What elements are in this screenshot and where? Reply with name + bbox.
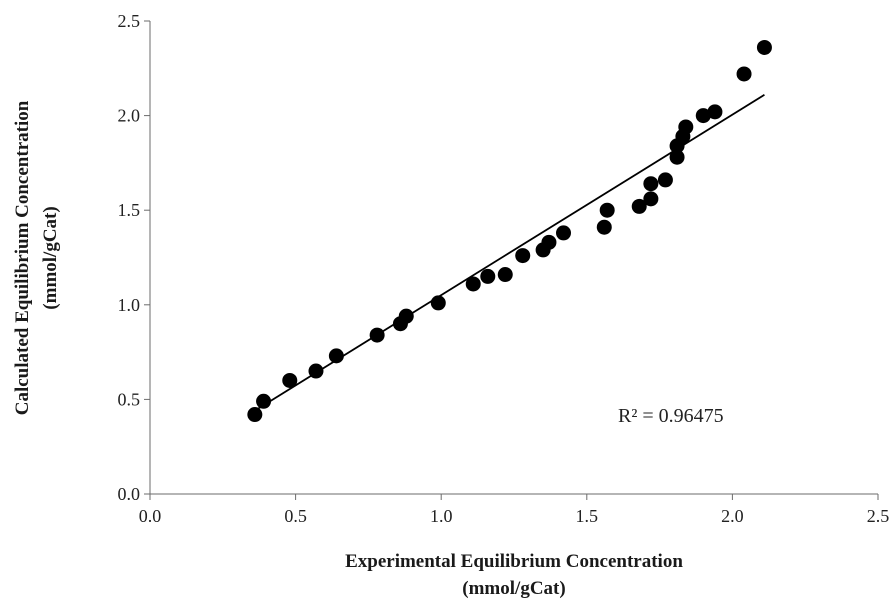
- x-tick-label: 0.0: [139, 506, 162, 526]
- data-point: [541, 234, 557, 250]
- data-point: [247, 407, 263, 423]
- data-point: [328, 348, 344, 364]
- data-point: [643, 191, 659, 207]
- data-point: [480, 268, 496, 284]
- r-squared-annotation: R² = 0.96475: [618, 405, 724, 427]
- data-point: [657, 172, 673, 188]
- y-tick-label: 2.0: [118, 106, 141, 126]
- data-point: [669, 149, 685, 165]
- y-tick-label: 0.5: [118, 389, 141, 409]
- data-point: [282, 372, 298, 388]
- x-tick-label: 1.5: [576, 506, 599, 526]
- data-point: [631, 198, 647, 214]
- y-tick-label: 1.0: [118, 295, 141, 315]
- y-tick-label: 0.0: [118, 484, 141, 504]
- y-tick-label: 1.5: [118, 200, 141, 220]
- data-point: [497, 267, 513, 283]
- x-ticks: 0.0 0.5 1.0 1.5 2.0 2.5: [139, 494, 890, 526]
- data-point: [736, 66, 752, 82]
- data-point: [678, 119, 694, 135]
- y-axis-title: Calculated Equilibrium Concentration (mm…: [12, 100, 61, 415]
- data-point: [369, 327, 385, 343]
- data-point: [556, 225, 572, 241]
- x-tick-label: 1.0: [430, 506, 453, 526]
- data-point: [515, 248, 531, 264]
- data-point: [756, 39, 772, 55]
- x-axis-title-line-2: (mmol/gCat): [462, 578, 565, 599]
- data-points: [247, 39, 772, 423]
- data-point: [308, 363, 324, 379]
- y-ticks: 0.0 0.5 1.0 1.5 2.0 2.5: [118, 11, 150, 504]
- x-tick-label: 0.5: [284, 506, 307, 526]
- data-point: [256, 393, 272, 409]
- data-point: [596, 219, 612, 235]
- y-tick-label: 2.5: [118, 11, 141, 31]
- x-tick-label: 2.0: [721, 506, 744, 526]
- data-point: [465, 276, 481, 292]
- y-axis-title-line-1: Calculated Equilibrium Concentration: [12, 100, 33, 415]
- x-axis-title-line-1: Experimental Equilibrium Concentration: [345, 551, 683, 572]
- data-point: [695, 108, 711, 124]
- x-axis-title: Experimental Equilibrium Concentration (…: [345, 551, 683, 599]
- y-axis-title-line-2: (mmol/gCat): [40, 206, 61, 309]
- data-point: [643, 176, 659, 192]
- data-point: [707, 104, 723, 120]
- data-point: [599, 202, 615, 218]
- data-point: [430, 295, 446, 311]
- x-tick-label: 2.5: [867, 506, 890, 526]
- data-point: [398, 308, 414, 324]
- axes: [149, 21, 878, 495]
